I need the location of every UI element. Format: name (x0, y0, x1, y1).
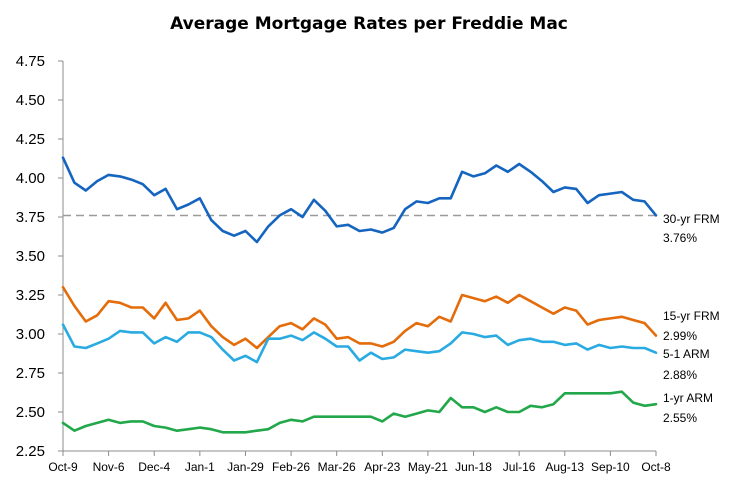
y-tick-label: 2.75 (16, 365, 45, 382)
y-tick-label: 4.75 (16, 53, 45, 70)
x-tick-label: Dec-4 (138, 460, 170, 474)
x-tick-label: Jun-18 (455, 460, 492, 474)
series-line-4 (61, 390, 658, 434)
series-line-2 (61, 285, 658, 350)
y-tick-label: 4.00 (16, 170, 45, 187)
x-tick-label: Mar-26 (318, 460, 356, 474)
x-tick-label: Nov-6 (93, 460, 125, 474)
series-name-label: 1-yr ARM (663, 391, 713, 405)
series-name-label: 5-1 ARM (663, 347, 710, 361)
y-tick-label: 3.25 (16, 287, 45, 304)
series-value-label: 3.76% (663, 231, 697, 245)
x-tick-label: May-21 (408, 460, 448, 474)
y-tick-label: 3.75 (16, 209, 45, 226)
y-tick-label: 4.50 (16, 92, 45, 109)
x-tick-label: Jul-16 (503, 460, 536, 474)
x-tick-label: Sep-10 (591, 460, 630, 474)
y-tick-label: 3.50 (16, 248, 45, 265)
series-value-label: 2.55% (663, 411, 697, 425)
x-tick-label: Jan-29 (227, 460, 264, 474)
x-tick-label: Oct-9 (48, 460, 78, 474)
y-tick-label: 3.00 (16, 326, 45, 343)
y-tick-label: 2.50 (16, 404, 45, 421)
x-tick-label: Apr-23 (364, 460, 400, 474)
series-name-label: 15-yr FRM (663, 309, 720, 323)
x-tick-label: Jan-1 (185, 460, 215, 474)
series-value-label: 2.99% (663, 329, 697, 343)
series-line-1 (61, 156, 658, 244)
x-tick-label: Aug-13 (545, 460, 584, 474)
y-tick-label: 4.25 (16, 131, 45, 148)
series-name-label: 30-yr FRM (663, 212, 720, 226)
series-value-label: 2.88% (663, 368, 697, 382)
x-tick-label: Feb-26 (272, 460, 310, 474)
series-line-3 (61, 323, 658, 364)
x-tick-label: Oct-8 (641, 460, 671, 474)
chart-title: Average Mortgage Rates per Freddie Mac (170, 14, 568, 34)
y-tick-label: 2.25 (16, 443, 45, 460)
